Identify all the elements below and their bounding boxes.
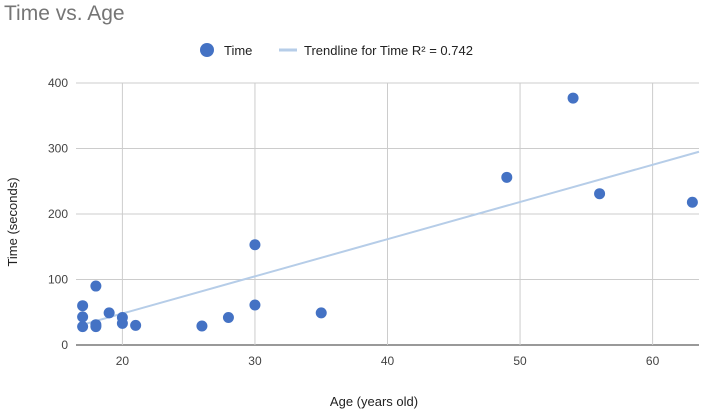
data-point (249, 239, 261, 251)
tick-labels: 0 100 200 300 400 20 30 40 50 60 (48, 76, 660, 368)
y-tick-label: 100 (48, 273, 68, 287)
x-tick-label: 60 (646, 354, 660, 368)
trendline (82, 150, 700, 326)
y-tick-label: 0 (61, 338, 68, 352)
x-tick-label: 40 (381, 354, 395, 368)
legend-label-time: Time (224, 43, 252, 58)
data-point (103, 307, 115, 319)
grid-lines (76, 82, 699, 346)
data-point (196, 320, 208, 332)
data-point (90, 280, 102, 292)
x-tick-label: 20 (116, 354, 130, 368)
x-tick-label: 50 (513, 354, 527, 368)
data-point (77, 311, 89, 323)
x-axis-title: Age (years old) (330, 394, 418, 409)
legend: Time Trendline for Time R² = 0.742 (200, 43, 473, 58)
y-tick-label: 300 (48, 142, 68, 156)
data-point (594, 188, 606, 200)
trendline-layer (82, 150, 700, 326)
data-point (315, 307, 327, 319)
y-tick-label: 400 (48, 76, 68, 90)
data-point (77, 300, 89, 312)
data-point (249, 299, 261, 311)
chart-title: Time vs. Age (4, 2, 125, 25)
data-point (90, 321, 102, 333)
y-axis-title: Time (seconds) (5, 177, 20, 266)
y-tick-label: 200 (48, 207, 68, 221)
legend-marker-time (200, 43, 214, 57)
data-point (501, 171, 513, 183)
data-point (222, 311, 234, 323)
legend-label-trendline: Trendline for Time R² = 0.742 (304, 43, 473, 58)
data-point (686, 196, 698, 208)
data-point (77, 321, 89, 333)
data-point (567, 92, 579, 104)
x-tick-label: 30 (248, 354, 262, 368)
data-point (130, 319, 142, 331)
data-points (77, 92, 698, 333)
data-point (116, 317, 128, 329)
